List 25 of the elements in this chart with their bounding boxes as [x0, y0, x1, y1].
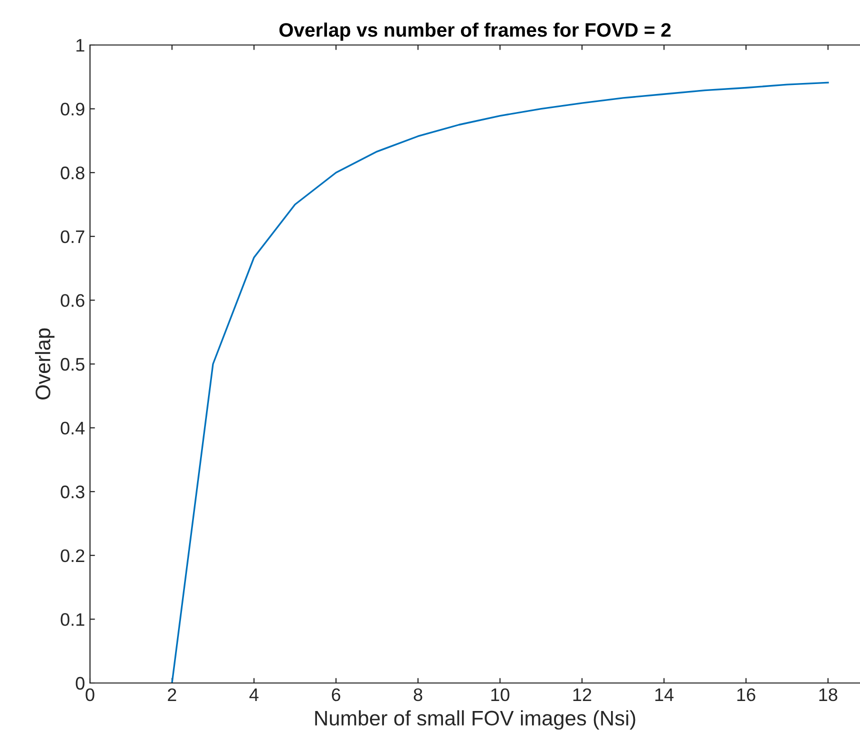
x-tick-label: 2 [168, 688, 176, 701]
y-tick-label: 0.5 [60, 358, 84, 371]
x-tick-label: 10 [491, 688, 510, 702]
y-tick-label: 0.9 [60, 102, 84, 116]
y-tick-label: 0.2 [60, 549, 84, 562]
x-axis-title: Number of small FOV images (Nsi) [315, 710, 636, 730]
y-tick-label: 0.1 [60, 613, 84, 626]
x-tick-label: 4 [249, 688, 258, 701]
y-tick-label: 0 [76, 676, 84, 690]
x-tick-label: 6 [332, 688, 340, 702]
x-tick-label: 12 [573, 688, 592, 701]
x-tick-label: 8 [414, 688, 422, 702]
y-tick-label: 0.4 [60, 422, 85, 435]
x-tick-label: 16 [737, 688, 756, 702]
y-tick-label: 1 [76, 39, 84, 52]
line-series [171, 82, 829, 683]
y-tick-label: 0.7 [60, 230, 84, 244]
x-tick-label: 14 [655, 688, 674, 701]
y-axis-title: Overlap [35, 328, 54, 400]
x-tick-label: 18 [819, 688, 838, 702]
y-tick-label: 0.3 [60, 486, 84, 498]
chart-title: Overlap vs number of frames for FOVD = 2 [279, 22, 671, 41]
x-tick-label: 0 [86, 688, 94, 702]
y-tick-label: 0.8 [60, 166, 84, 180]
y-tick-label: 0.6 [60, 294, 84, 307]
